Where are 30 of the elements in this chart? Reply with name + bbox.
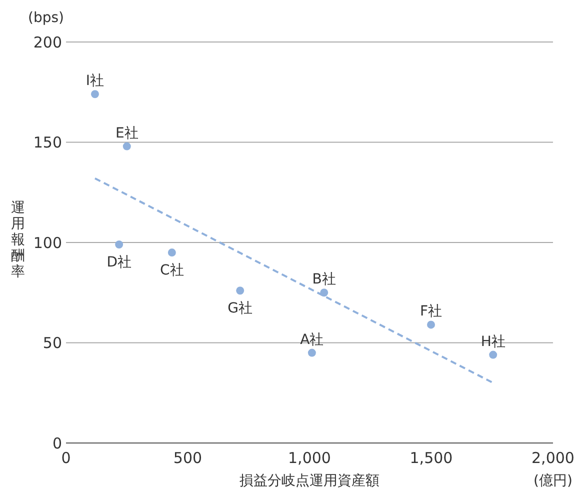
x-tick-label: 2,000 (532, 449, 574, 467)
y-tick-label: 100 (33, 234, 62, 252)
annotation: I社 (86, 73, 104, 90)
y-tick-label: 200 (33, 33, 62, 52)
annotation: D社 (106, 254, 132, 271)
text: (bps) (28, 10, 64, 26)
annotation: A社 (300, 332, 324, 348)
point (115, 240, 124, 248)
point (122, 142, 131, 150)
point (236, 286, 244, 295)
point (308, 348, 316, 357)
x-tick-label: 500 (173, 449, 202, 467)
annotation: H社 (480, 334, 506, 350)
point (90, 90, 99, 98)
annotation: E社 (115, 125, 138, 142)
x-tick-label: 1,000 (288, 449, 331, 467)
y-axis-title: 運用報酬率 (11, 200, 25, 280)
annotation: B社 (312, 272, 336, 288)
y-tick-label: 150 (33, 134, 62, 152)
x-tick-label: 1,500 (410, 449, 453, 467)
text: (億円) (534, 473, 572, 489)
y-tick-label: 50 (42, 334, 62, 352)
y-tick-label: 0 (52, 434, 62, 452)
annotation: G社 (228, 300, 253, 317)
annotation: F社 (420, 304, 442, 320)
annotation: C社 (160, 262, 184, 279)
point (427, 320, 435, 329)
point (168, 248, 176, 257)
x-axis-title: 損益分岐点運用資産額 (240, 473, 380, 489)
point (489, 350, 498, 359)
